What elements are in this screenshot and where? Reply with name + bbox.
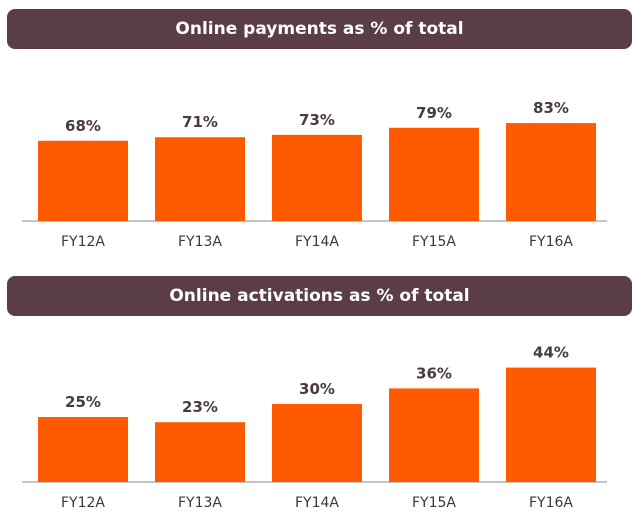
bar-fy12a bbox=[38, 417, 128, 482]
value-label: 36% bbox=[416, 364, 452, 382]
bar-fy16a bbox=[506, 367, 596, 482]
value-label: 73% bbox=[299, 111, 335, 129]
category-label: FY15A bbox=[412, 495, 456, 511]
category-label: FY14A bbox=[295, 234, 339, 250]
value-label: 25% bbox=[65, 393, 101, 411]
value-label: 71% bbox=[182, 113, 218, 131]
chart-title-text: Online payments as % of total bbox=[175, 19, 464, 39]
category-label: FY15A bbox=[412, 234, 456, 250]
bar-fy16a bbox=[506, 123, 596, 221]
value-label: 30% bbox=[299, 380, 335, 398]
category-label: FY16A bbox=[529, 495, 573, 511]
value-label: 44% bbox=[533, 344, 569, 362]
value-label: 68% bbox=[65, 117, 101, 135]
bar-fy14a bbox=[272, 404, 362, 482]
category-label: FY12A bbox=[61, 495, 105, 511]
value-label: 83% bbox=[533, 99, 569, 117]
chart-title-text: Online activations as % of total bbox=[169, 286, 470, 306]
bar-fy12a bbox=[38, 140, 128, 221]
online-activations-chart: 25% FY12A 23% FY13A 30% FY14A 36% FY15A 44% FY16A bbox=[22, 344, 607, 511]
value-label: 23% bbox=[182, 398, 218, 416]
bar-fy13a bbox=[155, 422, 245, 482]
bar-fy14a bbox=[272, 134, 362, 221]
bar-fy15a bbox=[389, 388, 479, 482]
category-label: FY14A bbox=[295, 495, 339, 511]
category-label: FY16A bbox=[529, 234, 573, 250]
category-label: FY13A bbox=[178, 495, 222, 511]
category-label: FY12A bbox=[61, 234, 105, 250]
category-label: FY13A bbox=[178, 234, 222, 250]
online-payments-chart: 68% FY12A 71% FY13A 73% FY14A 79% FY15A 83% FY16A bbox=[22, 99, 607, 250]
bar-fy15a bbox=[389, 127, 479, 221]
bar-fy13a bbox=[155, 137, 245, 221]
value-label: 79% bbox=[416, 104, 452, 122]
chart-title-online-activations: Online activations as % of total bbox=[7, 276, 632, 316]
chart-title-online-payments: Online payments as % of total bbox=[7, 9, 632, 49]
